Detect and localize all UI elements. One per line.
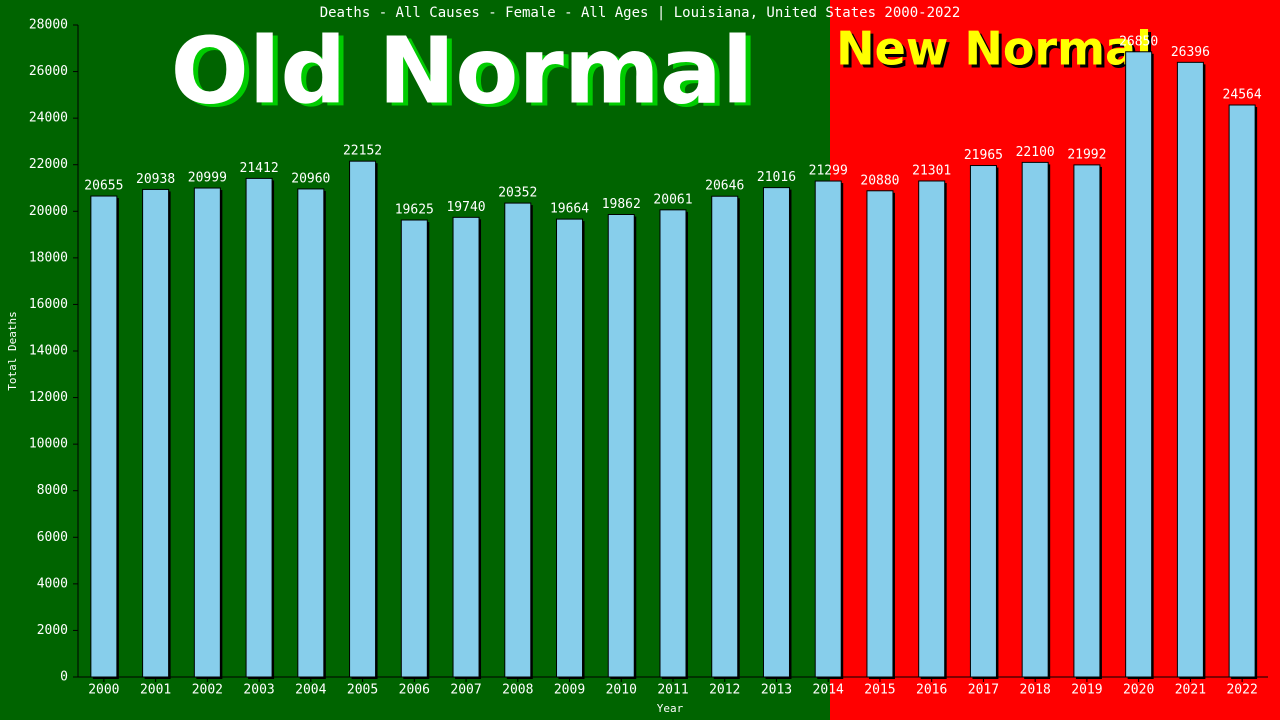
value-label: 20352 — [498, 186, 537, 201]
x-tick-label: 2019 — [1071, 683, 1102, 698]
x-tick-label: 2012 — [709, 683, 740, 698]
value-label: 19625 — [395, 203, 434, 218]
y-tick-label: 4000 — [37, 576, 68, 591]
x-tick-label: 2001 — [140, 683, 171, 698]
x-tick-label: 2005 — [347, 683, 378, 698]
bar — [762, 187, 790, 678]
x-tick-label: 2006 — [399, 683, 430, 698]
x-tick-label: 2009 — [554, 683, 585, 698]
bar — [711, 195, 739, 678]
value-label: 22152 — [343, 144, 382, 159]
value-label: 21412 — [240, 161, 279, 176]
x-tick-label: 2008 — [502, 683, 533, 698]
bar — [814, 180, 842, 678]
bar — [193, 187, 221, 678]
bar — [556, 218, 584, 678]
bar — [1228, 104, 1256, 678]
annotation: Old Normal — [171, 17, 754, 124]
value-label: 20655 — [84, 179, 123, 194]
y-tick-label: 18000 — [29, 250, 68, 265]
y-tick-label: 8000 — [37, 483, 68, 498]
y-tick-label: 20000 — [29, 204, 68, 219]
y-tick-label: 26000 — [29, 64, 68, 79]
x-tick-label: 2003 — [243, 683, 274, 698]
annotation-shadow: New Normal — [839, 25, 1155, 79]
x-tick-label: 2015 — [864, 683, 895, 698]
x-tick-label: 2017 — [968, 683, 999, 698]
x-tick-label: 2004 — [295, 683, 326, 698]
bar — [1125, 51, 1153, 678]
y-tick-label: 6000 — [37, 530, 68, 545]
value-label: 20061 — [653, 192, 692, 207]
y-tick-label: 24000 — [29, 111, 68, 126]
bar — [918, 180, 946, 678]
value-label: 26850 — [1119, 34, 1158, 49]
y-tick-label: 22000 — [29, 157, 68, 172]
value-label: 21301 — [912, 163, 951, 178]
value-label: 19862 — [602, 197, 641, 212]
value-label: 21965 — [964, 148, 1003, 163]
x-axis-label: Year — [657, 702, 684, 715]
bar — [659, 209, 687, 678]
x-tick-label: 2011 — [657, 683, 688, 698]
chart-title: Deaths - All Causes - Female - All Ages … — [320, 5, 961, 21]
value-label: 19664 — [550, 202, 589, 217]
bar — [400, 219, 428, 678]
new-normal-background — [830, 0, 1280, 720]
value-label: 24564 — [1223, 88, 1262, 103]
x-tick-label: 2016 — [916, 683, 947, 698]
x-tick-label: 2014 — [813, 683, 844, 698]
y-tick-label: 10000 — [29, 437, 68, 452]
x-tick-label: 2010 — [606, 683, 637, 698]
x-tick-label: 2020 — [1123, 683, 1154, 698]
value-label: 20646 — [705, 179, 744, 194]
value-label: 20999 — [188, 171, 227, 186]
y-tick-label: 2000 — [37, 623, 68, 638]
value-label: 19740 — [446, 200, 485, 215]
annotation: New Normal — [836, 22, 1152, 76]
bar — [504, 202, 532, 678]
value-label: 20938 — [136, 172, 175, 187]
x-tick-label: 2021 — [1175, 683, 1206, 698]
x-tick-label: 2000 — [88, 683, 119, 698]
bar — [1021, 161, 1049, 678]
value-label: 21016 — [757, 170, 796, 185]
value-label: 22100 — [1016, 145, 1055, 160]
x-tick-label: 2018 — [1020, 683, 1051, 698]
bar — [969, 165, 997, 678]
bar — [866, 190, 894, 678]
y-tick-label: 0 — [60, 670, 68, 685]
y-tick-label: 14000 — [29, 344, 68, 359]
x-tick-label: 2002 — [192, 683, 223, 698]
bar — [142, 188, 170, 678]
x-tick-label: 2013 — [761, 683, 792, 698]
annotation-shadow: Old Normal — [176, 20, 759, 127]
bar — [297, 188, 325, 678]
y-tick-label: 12000 — [29, 390, 68, 405]
y-axis-label: Total Deaths — [6, 311, 19, 390]
x-tick-label: 2007 — [450, 683, 481, 698]
bar — [245, 177, 273, 678]
bar — [90, 195, 118, 678]
y-tick-label: 28000 — [29, 18, 68, 33]
value-label: 20960 — [291, 171, 330, 186]
y-tick-label: 16000 — [29, 297, 68, 312]
bar — [1176, 61, 1204, 678]
bar — [1073, 164, 1101, 678]
x-tick-label: 2022 — [1226, 683, 1257, 698]
value-label: 20880 — [860, 173, 899, 188]
bar — [607, 213, 635, 678]
value-label: 21992 — [1067, 147, 1106, 162]
value-label: 26396 — [1171, 45, 1210, 60]
bar — [452, 216, 480, 678]
value-label: 21299 — [809, 164, 848, 179]
bar — [349, 160, 377, 678]
